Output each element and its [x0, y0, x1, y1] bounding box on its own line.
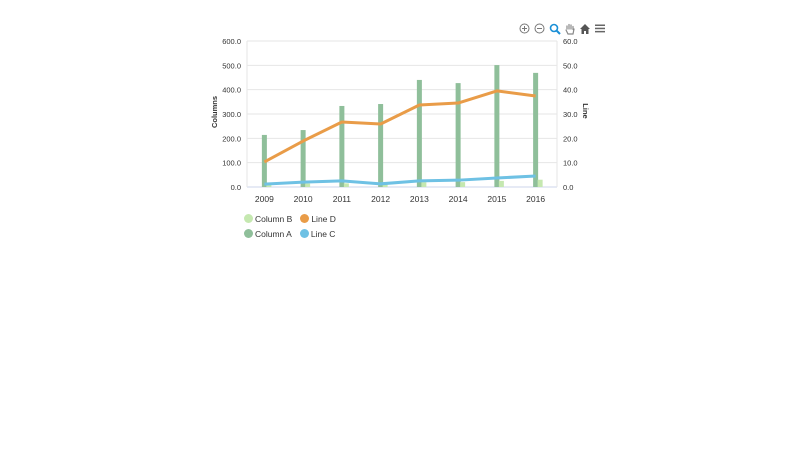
y-right-tick-label: 20.0	[563, 134, 578, 143]
bar-column-a[interactable]	[533, 72, 539, 187]
y-tick-label: 500.0	[222, 61, 241, 70]
x-axis-ticks: 2009 2010 2011 2012 2013 2014 2015 2016	[255, 194, 545, 204]
y-tick-label: 100.0	[222, 159, 241, 168]
x-tick-label: 2009	[255, 194, 274, 204]
legend-row: Column B Line D	[244, 211, 336, 226]
legend-marker-icon	[299, 229, 309, 238]
x-tick-label: 2016	[526, 194, 545, 204]
legend: Column B Line D Column A Line C	[244, 211, 336, 241]
y-tick-label: 400.0	[222, 86, 241, 95]
legend-label: Column A	[255, 228, 292, 239]
bar-column-a[interactable]	[339, 105, 345, 187]
bar-column-a[interactable]	[494, 65, 500, 187]
y-right-tick-label: 10.0	[563, 159, 578, 168]
bar-column-b[interactable]	[266, 184, 272, 187]
bar-column-b[interactable]	[343, 183, 349, 187]
grid-lines	[246, 40, 558, 188]
menu-button[interactable]	[593, 22, 606, 35]
pan-button[interactable]	[563, 22, 576, 35]
bar-column-b[interactable]	[421, 182, 427, 187]
line-line-c[interactable]	[264, 174, 536, 186]
reset-zoom-button[interactable]	[578, 22, 591, 35]
y-tick-label: 200.0	[222, 134, 241, 143]
menu-icon	[594, 24, 605, 33]
left-axis-ticks: 0.0 100.0 200.0 300.0 400.0 500.0 600.0	[222, 37, 241, 192]
zoom-in-button[interactable]	[518, 22, 531, 35]
pan-hand-icon	[564, 23, 575, 35]
bar-column-b[interactable]	[498, 180, 504, 187]
bar-column-b[interactable]	[305, 183, 311, 187]
bar-column-a[interactable]	[300, 130, 306, 187]
legend-row: Column A Line C	[244, 226, 336, 241]
y-right-tick-label: 40.0	[563, 86, 578, 95]
zoom-out-button[interactable]	[533, 22, 546, 35]
y-right-tick-label: 50.0	[563, 61, 578, 70]
zoom-out-icon	[534, 23, 545, 34]
magnifier-zoom-icon	[549, 23, 561, 35]
legend-label: Line D	[311, 213, 336, 224]
y-right-tick-label: 30.0	[563, 110, 578, 119]
line-line-d[interactable]	[263, 89, 536, 164]
bar-column-b[interactable]	[537, 179, 543, 187]
legend-item-line-d[interactable]: Line D	[300, 214, 336, 224]
bar-column-a[interactable]	[378, 104, 384, 187]
bar-column-b[interactable]	[382, 184, 388, 187]
y-tick-label: 600.0	[222, 37, 241, 46]
x-tick-label: 2015	[487, 194, 506, 204]
legend-label: Line C	[310, 228, 336, 239]
legend-marker-icon	[300, 214, 310, 223]
bar-column-b[interactable]	[460, 182, 466, 187]
right-axis-ticks: 0.0 10.0 20.0 30.0 40.0 50.0 60.0	[563, 37, 578, 192]
zoom-in-icon	[519, 23, 530, 34]
y-tick-label: 0.0	[231, 183, 241, 192]
x-tick-label: 2013	[410, 194, 429, 204]
bar-series	[261, 65, 543, 187]
legend-marker-icon	[244, 214, 253, 223]
right-axis-title: Line	[581, 103, 590, 118]
left-axis-title: Columns	[210, 96, 219, 128]
chart-toolbar	[518, 22, 606, 35]
legend-item-column-b[interactable]: Column B	[244, 214, 292, 224]
legend-item-line-c[interactable]: Line C	[299, 228, 336, 239]
y-right-tick-label: 60.0	[563, 37, 578, 46]
bar-column-a[interactable]	[455, 83, 461, 187]
line-series	[263, 89, 536, 186]
legend-marker-icon	[244, 229, 253, 238]
selection-zoom-button[interactable]	[548, 22, 561, 35]
x-tick-label: 2012	[371, 194, 390, 204]
x-tick-label: 2011	[333, 194, 352, 204]
legend-item-column-a[interactable]: Column A	[244, 229, 292, 239]
x-tick-label: 2014	[449, 194, 468, 204]
y-tick-label: 300.0	[222, 110, 241, 119]
bar-column-a[interactable]	[416, 79, 422, 187]
home-reset-icon	[579, 23, 590, 34]
legend-label: Column B	[255, 213, 293, 224]
y-right-tick-label: 0.0	[563, 183, 573, 192]
x-tick-label: 2010	[294, 194, 313, 204]
